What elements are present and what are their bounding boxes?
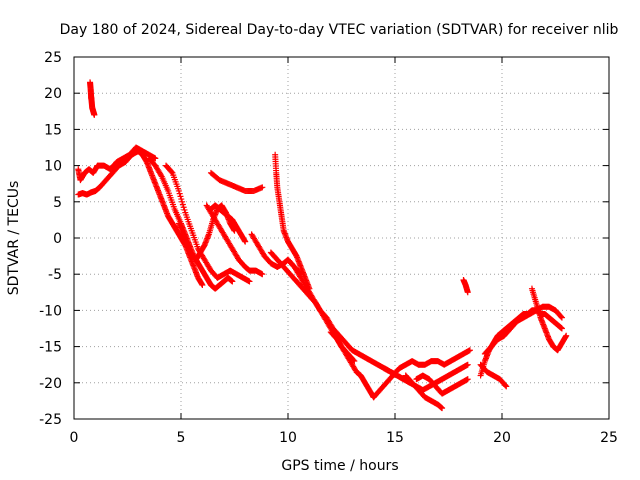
y-tick-label: 15 bbox=[44, 122, 62, 138]
series-track-h bbox=[203, 202, 266, 278]
series-track-l bbox=[272, 151, 313, 292]
x-axis-label: GPS time / hours bbox=[281, 458, 398, 474]
y-tick-label: -25 bbox=[39, 412, 62, 428]
plus-marker bbox=[259, 271, 266, 278]
x-tick-label: 5 bbox=[177, 430, 186, 446]
y-tick-label: 10 bbox=[44, 159, 62, 175]
y-tick-label: 25 bbox=[44, 50, 62, 66]
series-track-p bbox=[370, 347, 473, 401]
plus-marker bbox=[177, 193, 184, 200]
plus-marker bbox=[180, 204, 187, 211]
plus-marker bbox=[558, 325, 565, 332]
plus-marker bbox=[246, 278, 253, 285]
y-axis-label: SDTVAR / TECUs bbox=[6, 181, 22, 296]
x-tick-label: 15 bbox=[386, 430, 404, 446]
x-tick-label: 10 bbox=[279, 430, 297, 446]
plus-marker bbox=[179, 198, 186, 205]
plus-marker bbox=[466, 347, 473, 354]
plus-marker bbox=[502, 382, 509, 389]
plus-marker bbox=[91, 111, 98, 118]
series-track-j bbox=[207, 169, 266, 194]
x-tick-label: 0 bbox=[70, 430, 79, 446]
plus-marker bbox=[229, 278, 236, 285]
series-track-o bbox=[327, 329, 377, 401]
plus-marker bbox=[157, 172, 164, 179]
plus-marker bbox=[199, 282, 206, 289]
x-tick-label: 20 bbox=[493, 430, 511, 446]
plus-marker bbox=[168, 168, 175, 175]
plus-marker bbox=[464, 376, 471, 383]
series-track-e bbox=[145, 155, 236, 292]
series-track-w bbox=[477, 361, 510, 390]
chart-title: Day 180 of 2024, Sidereal Day-to-day VTE… bbox=[60, 22, 619, 38]
grid-lines bbox=[74, 57, 609, 419]
plus-marker bbox=[152, 155, 159, 162]
y-tick-label: -10 bbox=[39, 303, 62, 319]
plus-marker bbox=[563, 332, 570, 339]
plus-marker bbox=[181, 206, 188, 213]
plus-marker bbox=[558, 314, 565, 321]
x-tick-labels: 0 5 10 15 20 25 bbox=[70, 430, 618, 446]
series-track-m bbox=[267, 249, 358, 365]
y-tick-label: 5 bbox=[53, 195, 62, 211]
y-tick-label: -15 bbox=[39, 340, 62, 356]
plus-marker bbox=[175, 187, 182, 194]
y-tick-label: 20 bbox=[44, 86, 62, 102]
axis-ticks bbox=[73, 56, 610, 420]
plus-marker bbox=[464, 361, 471, 368]
series-track-s bbox=[413, 372, 471, 397]
plus-marker bbox=[439, 405, 446, 412]
plus-marker bbox=[178, 196, 185, 203]
y-tick-label: 0 bbox=[53, 231, 62, 247]
series-track-c bbox=[87, 79, 98, 118]
plus-marker bbox=[503, 383, 510, 390]
x-tick-label: 25 bbox=[600, 430, 618, 446]
plus-marker bbox=[558, 313, 565, 320]
series-track-d bbox=[135, 148, 206, 289]
data-markers bbox=[75, 79, 570, 412]
plus-marker bbox=[259, 184, 266, 191]
plus-marker bbox=[464, 289, 471, 296]
y-tick-label: -5 bbox=[48, 267, 62, 283]
y-tick-labels: -25 -20 -15 -10 -5 0 5 10 15 20 25 bbox=[39, 50, 62, 428]
plus-marker bbox=[179, 201, 186, 208]
plus-marker bbox=[242, 238, 249, 245]
plus-marker bbox=[176, 190, 183, 197]
series-track-x bbox=[528, 285, 570, 354]
series-track-v bbox=[481, 303, 565, 357]
series-track-t bbox=[460, 276, 471, 296]
series-track-b bbox=[75, 144, 159, 184]
series-track-i bbox=[207, 202, 249, 245]
series-track-r bbox=[402, 372, 446, 412]
y-tick-label: -20 bbox=[39, 376, 62, 392]
